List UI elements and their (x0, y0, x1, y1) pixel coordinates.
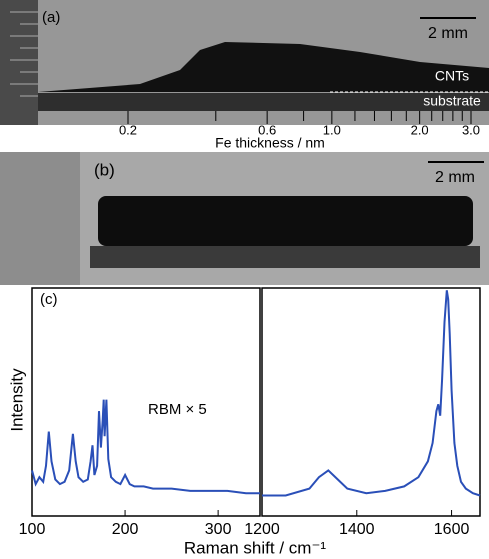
axis-label: Intensity (7, 368, 26, 432)
cnt-forest (38, 42, 489, 92)
tick-label: 1.0 (323, 122, 341, 137)
tick-label: 2.0 (411, 122, 429, 137)
tick-label: 300 (205, 521, 232, 538)
layer-label: CNTs (435, 68, 469, 84)
tick-label: 1400 (339, 521, 375, 538)
tick-label: 0.6 (258, 122, 276, 137)
ruler-ticks (10, 11, 38, 97)
tick-label: 200 (112, 521, 139, 538)
tick-label: 1200 (244, 521, 280, 538)
plot-frame (261, 287, 481, 517)
plot-frame (31, 287, 261, 517)
tick-label: 1600 (434, 521, 470, 538)
tick-label: 3.0 (462, 122, 480, 137)
scale-text: 2 mm (435, 169, 475, 186)
spectrum (262, 290, 481, 497)
layer-label: substrate (423, 93, 481, 109)
substrate (38, 93, 489, 111)
ruler (0, 0, 38, 125)
tick-label: 0.2 (119, 122, 137, 137)
axis-label: Fe thickness / nm (215, 135, 325, 151)
annotation: RBM × 5 (148, 401, 207, 418)
cnt-forest (98, 196, 473, 246)
ruler (0, 152, 80, 285)
scale-text: 2 mm (428, 25, 468, 42)
axis-label: Raman shift / cm⁻¹ (184, 538, 327, 557)
panel-label: (c) (40, 291, 58, 308)
substrate (90, 246, 480, 268)
panel-label: (b) (94, 160, 115, 179)
panel-label: (a) (42, 9, 60, 26)
tick-label: 100 (19, 521, 46, 538)
spectrum (31, 399, 260, 495)
